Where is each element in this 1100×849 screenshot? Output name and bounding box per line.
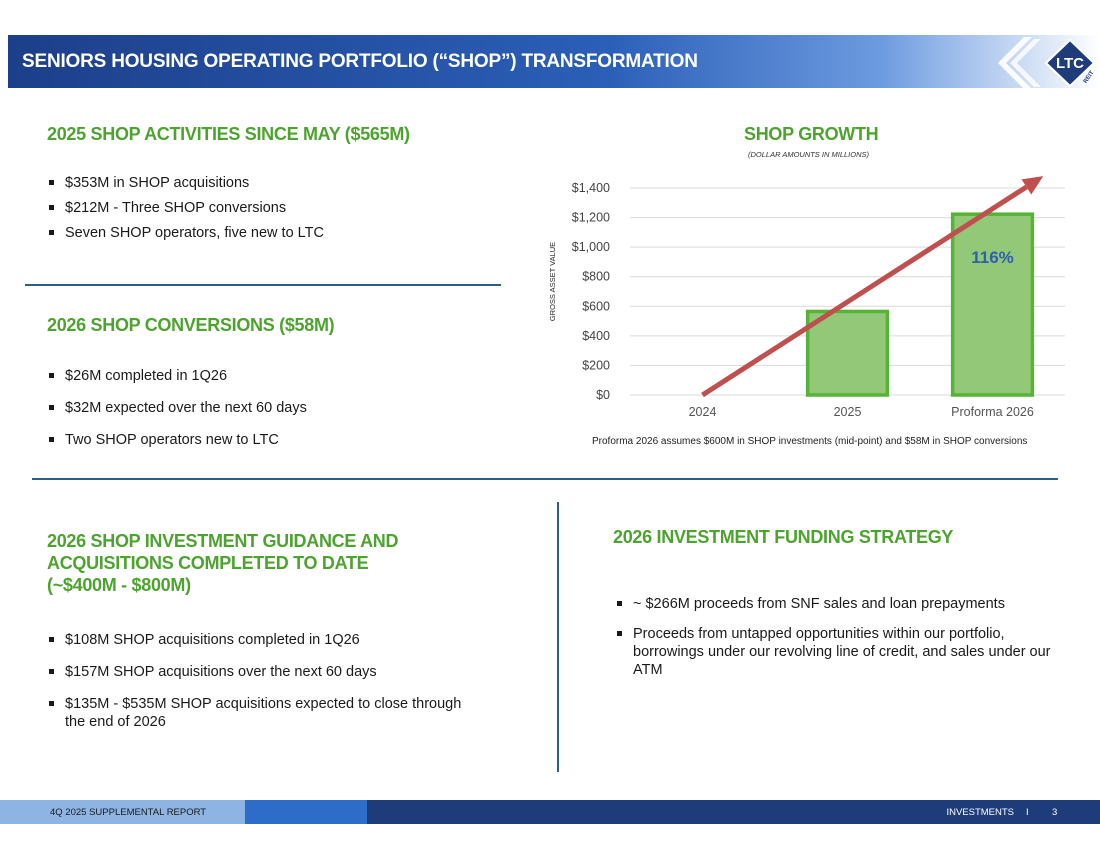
activities-heading: 2025 SHOP ACTIVITIES SINCE MAY ($565M) [47,124,410,144]
guidance-heading-line: (~$400M - $800M) [47,575,191,595]
header-band [8,35,1100,88]
list-item: $26M completed in 1Q26 [47,367,307,385]
bar-2025 [805,309,890,397]
x-tick-label: 2025 [834,405,862,419]
funding-list: ~ $266M proceeds from SNF sales and loan… [615,595,1075,679]
list-item: ~ $266M proceeds from SNF sales and loan… [615,595,1075,613]
guidance-heading: 2026 SHOP INVESTMENT GUIDANCE AND ACQUIS… [47,530,398,596]
page-title: SENIORS HOUSING OPERATING PORTFOLIO (“SH… [22,51,698,72]
y-tick-label: $1,400 [572,181,610,195]
y-axis-label: GROSS ASSET VALUE [548,242,557,321]
conversions-heading: 2026 SHOP CONVERSIONS ($58M) [47,315,335,335]
list-item: $212M - Three SHOP conversions [47,199,324,217]
bar-proforma-2026 [950,212,1035,397]
growth-percent-label: 116% [971,248,1014,267]
y-tick-label: $200 [582,358,610,372]
logo-text: LTC [1056,55,1084,72]
trend-arrow-head [1021,176,1044,195]
list-item: $353M in SHOP acquisitions [47,174,324,192]
column-divider [557,502,559,772]
y-tick-label: $1,000 [572,240,610,254]
y-tick-label: $600 [582,299,610,313]
list-item: Two SHOP operators new to LTC [47,431,307,449]
list-item: $108M SHOP acquisitions completed in 1Q2… [47,631,467,649]
shop-growth-chart: $0 $200 $400 $600 $800 $1,000 $1,200 $1,400 GROS… [548,176,1065,419]
page-number: 3 [1052,807,1058,818]
guidance-heading-line: 2026 SHOP INVESTMENT GUIDANCE AND [47,531,399,551]
list-item: $157M SHOP acquisitions over the next 60… [47,663,467,681]
list-item: $32M expected over the next 60 days [47,399,307,417]
y-tick-label: $0 [596,388,610,402]
list-item: Seven SHOP operators, five new to LTC [47,224,324,242]
guidance-list: $108M SHOP acquisitions completed in 1Q2… [47,631,467,731]
y-tick-label: $400 [582,329,610,343]
list-item: Proceeds from untapped opportunities wit… [615,625,1075,679]
footer-section-name: INVESTMENTS [946,807,1014,818]
guidance-heading-line: ACQUISITIONS COMPLETED TO DATE [47,553,369,573]
chart-subtitle: (DOLLAR AMOUNTS IN MILLIONS) [748,150,869,159]
ltc-logo: LTC REIT [998,37,1096,89]
section-divider [32,478,1058,480]
x-tick-label: 2024 [689,405,717,419]
chart-title: SHOP GROWTH [744,124,879,144]
y-tick-label: $800 [582,270,610,284]
x-tick-label: Proforma 2026 [951,405,1034,419]
footer-accent-mid [245,800,367,824]
section-divider [25,284,501,286]
list-item: $135M - $535M SHOP acquisitions expected… [47,695,467,731]
activities-list: $353M in SHOP acquisitions $212M - Three… [47,174,324,242]
footer-separator: I [1026,807,1029,818]
funding-heading: 2026 INVESTMENT FUNDING STRATEGY [613,527,954,547]
conversions-list: $26M completed in 1Q26 $32M expected ove… [47,367,307,449]
trend-arrow-line [701,184,1028,398]
y-tick-label: $1,200 [572,211,610,225]
footer-accent-light [0,800,245,824]
chart-note: Proforma 2026 assumes $600M in SHOP inve… [592,436,1028,447]
footer-report-name: 4Q 2025 SUPPLEMENTAL REPORT [50,807,207,818]
